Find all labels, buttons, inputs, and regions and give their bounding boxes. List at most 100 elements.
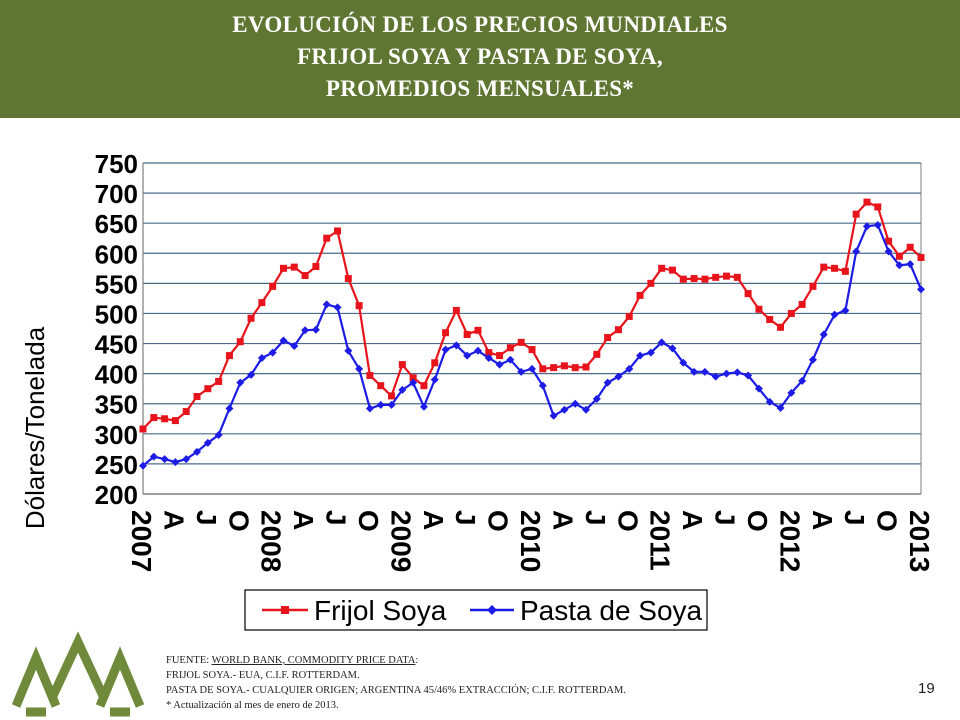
frijol-point bbox=[895, 252, 903, 260]
pasta-point bbox=[592, 394, 601, 403]
frijol-point bbox=[225, 352, 233, 360]
frijol-point bbox=[398, 361, 406, 369]
frijol-point bbox=[420, 382, 428, 390]
x-tick-label: 2009 bbox=[385, 510, 416, 572]
x-tick-label: O bbox=[353, 510, 384, 532]
legend-frijol-marker bbox=[281, 606, 289, 614]
pasta-point bbox=[776, 403, 785, 412]
series-lines bbox=[139, 198, 925, 470]
pasta-point bbox=[852, 247, 861, 256]
title-line-3: PROMEDIOS MENSUALES* bbox=[325, 76, 635, 101]
series-line bbox=[142, 223, 923, 467]
footer-update-note: * Actualización al mes de enero de 2013. bbox=[166, 700, 339, 711]
pasta-point bbox=[290, 341, 299, 350]
title-line-2: FRIJOL SOYA Y PASTA DE SOYA, bbox=[297, 44, 663, 69]
pasta-point bbox=[225, 404, 234, 413]
frijol-point bbox=[150, 414, 158, 422]
source-footnote: FUENTE: WORLD BANK, COMMODITY PRICE DATA… bbox=[166, 653, 626, 713]
pasta-point bbox=[171, 458, 180, 467]
pasta-point bbox=[463, 351, 472, 360]
frijol-point bbox=[182, 408, 190, 416]
frijol-point bbox=[463, 331, 471, 339]
frijol-point bbox=[161, 415, 169, 423]
pasta-point bbox=[582, 405, 591, 414]
pasta-point bbox=[679, 358, 688, 367]
frijol-point bbox=[885, 237, 893, 245]
pasta-point bbox=[614, 372, 623, 381]
frijol-point bbox=[452, 306, 460, 314]
frijol-point bbox=[809, 282, 817, 290]
frijol-point bbox=[442, 329, 450, 337]
y-tick-label: 500 bbox=[95, 299, 138, 329]
frijol-point bbox=[236, 338, 244, 346]
x-tick-labels: 2007 A J O 2008 A J O 2009 A J O 2010 A J O 2011 A J O 2012 A… bbox=[126, 510, 935, 572]
frijol-point bbox=[787, 309, 795, 317]
pasta-point bbox=[668, 344, 677, 353]
pasta-point bbox=[657, 338, 666, 347]
pasta-point bbox=[733, 368, 742, 377]
frijol-point bbox=[290, 263, 298, 271]
frijol-point bbox=[723, 272, 730, 280]
pasta-point bbox=[690, 367, 699, 376]
footer-source-suffix: : bbox=[415, 655, 419, 666]
pasta-point bbox=[452, 341, 461, 350]
pasta-point bbox=[787, 388, 796, 397]
pasta-point bbox=[549, 411, 558, 420]
frijol-point bbox=[593, 350, 601, 358]
pasta-point bbox=[528, 364, 536, 373]
frijol-point bbox=[139, 425, 147, 433]
frijol-point bbox=[690, 275, 698, 283]
x-tick-label: J bbox=[839, 510, 870, 526]
pasta-point bbox=[560, 405, 569, 414]
footer-source-link[interactable]: WORLD BANK, COMMODITY PRICE DATA bbox=[211, 655, 416, 666]
frijol-point bbox=[301, 272, 309, 280]
legend-pasta-marker bbox=[487, 605, 497, 615]
pasta-point bbox=[149, 452, 158, 461]
pasta-point bbox=[247, 370, 256, 379]
frijol-point bbox=[377, 382, 385, 390]
title-banner: EVOLUCIÓN DE LOS PRECIOS MUNDIALES FRIJO… bbox=[0, 0, 960, 118]
mountain-peaks-logo-icon bbox=[11, 631, 145, 717]
x-tick-label: O bbox=[872, 510, 903, 532]
x-tick-label: 2007 bbox=[126, 510, 157, 572]
footer-pasta-note: PASTA DE SOYA.- CUALQUIER ORIGEN; ARGENT… bbox=[166, 685, 626, 696]
x-tick-label: A bbox=[158, 510, 189, 530]
pasta-point bbox=[203, 438, 212, 447]
frijol-point bbox=[485, 349, 493, 357]
frijol-point bbox=[279, 264, 287, 272]
pasta-point bbox=[322, 300, 331, 309]
pasta-point bbox=[268, 348, 277, 357]
frijol-point bbox=[571, 364, 579, 372]
y-tick-label: 700 bbox=[95, 179, 138, 209]
frijol-point bbox=[798, 300, 806, 308]
pasta-point bbox=[906, 260, 915, 269]
pasta-point bbox=[257, 353, 266, 362]
frijol-point bbox=[712, 273, 720, 281]
frijol-point bbox=[323, 234, 331, 242]
pasta-point bbox=[419, 402, 428, 411]
pasta-point bbox=[279, 336, 288, 345]
frijol-point bbox=[550, 364, 558, 372]
y-tick-label: 600 bbox=[95, 239, 138, 269]
pasta-point bbox=[862, 222, 871, 231]
footer-frijol-note: FRIJOL SOYA.- EUA, C.I.F. ROTTERDAM. bbox=[166, 670, 360, 681]
pasta-point bbox=[484, 353, 493, 362]
title-line-1: EVOLUCIÓN DE LOS PRECIOS MUNDIALES bbox=[232, 12, 728, 37]
frijol-point bbox=[614, 326, 622, 334]
x-tick-label: O bbox=[612, 510, 643, 532]
pasta-point bbox=[895, 261, 904, 270]
frijol-point bbox=[312, 263, 320, 271]
pasta-point bbox=[625, 364, 634, 373]
pasta-point bbox=[722, 369, 731, 378]
pasta-point bbox=[700, 367, 709, 376]
frijol-point bbox=[841, 267, 849, 275]
pasta-point bbox=[744, 371, 753, 380]
x-tick-label: 2011 bbox=[645, 510, 676, 571]
frijol-point bbox=[625, 312, 633, 320]
y-tick-label: 750 bbox=[95, 149, 138, 179]
pasta-point bbox=[301, 326, 310, 335]
series-line bbox=[142, 200, 922, 430]
series-pasta-de-soya bbox=[139, 220, 925, 470]
frijol-point bbox=[831, 264, 839, 272]
pasta-point bbox=[160, 455, 169, 464]
